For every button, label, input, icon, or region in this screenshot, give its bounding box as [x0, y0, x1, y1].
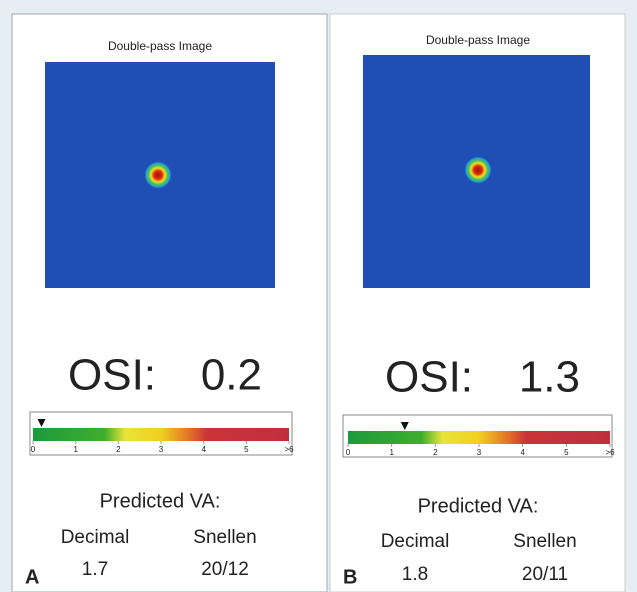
- figure: Double-pass Image OSI: 0.2 0 1 2 3 4 5 >6 Predicte…: [0, 0, 637, 592]
- scale-tick-label: 3: [477, 448, 482, 457]
- scale-tick-label: 5: [564, 448, 569, 457]
- scale-bar: [348, 431, 610, 444]
- scale-tick-label: 1: [389, 448, 394, 457]
- osi-value: 0.2: [201, 351, 262, 400]
- decimal-label: Decimal: [381, 531, 450, 552]
- image-title: Double-pass Image: [108, 39, 212, 53]
- snellen-value: 20/11: [522, 564, 568, 585]
- panel-label: B: [343, 566, 357, 588]
- scale-tick-label: 3: [159, 445, 164, 454]
- decimal-value: 1.8: [402, 564, 428, 585]
- snellen-label: Snellen: [513, 531, 576, 552]
- scale-tick-label: >6: [605, 448, 615, 457]
- osi-label: OSI:: [385, 353, 473, 402]
- scale-tick-label: 4: [201, 445, 206, 454]
- osi-label: OSI:: [68, 351, 156, 400]
- decimal-label: Decimal: [61, 527, 130, 548]
- psf-spot: [464, 156, 492, 184]
- image-title: Double-pass Image: [426, 33, 530, 47]
- scale-bar: [33, 428, 289, 441]
- scale-tick-label: 2: [116, 445, 121, 454]
- scale-tick-label: 1: [73, 445, 78, 454]
- predicted-title: Predicted VA:: [418, 495, 539, 517]
- scale-tick-label: 0: [31, 445, 36, 454]
- psf-spot: [144, 161, 172, 189]
- scale-tick-label: 0: [346, 448, 351, 457]
- predicted-title: Predicted VA:: [100, 490, 221, 512]
- decimal-value: 1.7: [82, 559, 108, 580]
- scale-tick-label: 2: [433, 448, 438, 457]
- scale-tick-label: 4: [520, 448, 525, 457]
- snellen-label: Snellen: [193, 527, 256, 548]
- snellen-value: 20/12: [201, 559, 249, 580]
- scale-tick-label: >6: [284, 445, 294, 454]
- panel-label: A: [25, 566, 39, 588]
- osi-value: 1.3: [519, 353, 580, 402]
- scale-tick-label: 5: [244, 445, 249, 454]
